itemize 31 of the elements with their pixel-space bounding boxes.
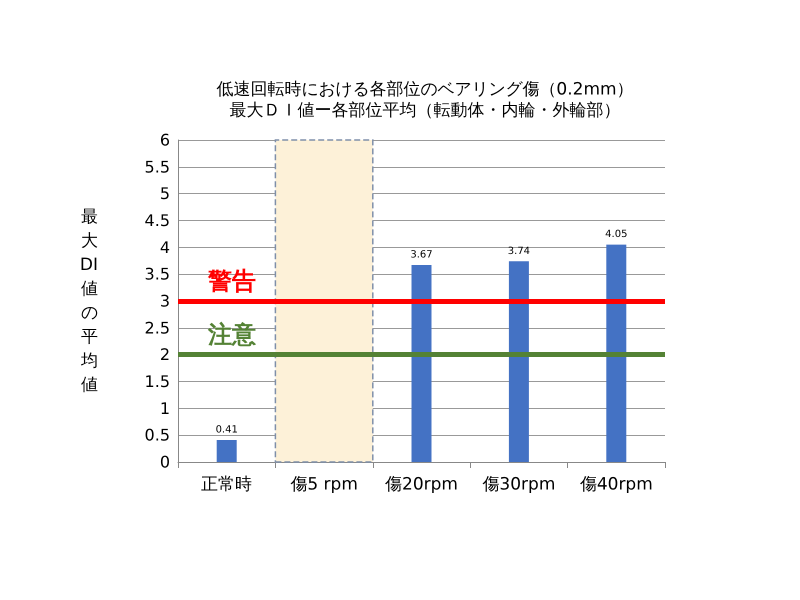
bar	[412, 265, 432, 462]
ref-line-label: 警告	[207, 267, 256, 295]
y-tick-label: 3.5	[144, 264, 170, 284]
y-tick-label: 0	[160, 452, 170, 472]
data-label: 0.41	[216, 424, 238, 436]
y-tick-label: 4	[160, 238, 170, 257]
y-tick-label: 2.5	[144, 318, 170, 338]
bar	[606, 244, 626, 462]
bar	[216, 440, 237, 462]
x-tick-label: 傷30rpm	[481, 474, 556, 494]
y-tick-label: 5	[160, 184, 170, 204]
chart-title: 低速回転時における各部位のベアリング傷（0.2mm）	[216, 80, 634, 100]
y-tick-label: 1.5	[144, 372, 170, 391]
y-tick-label: 2	[160, 345, 170, 364]
x-tick-label: 正常時	[201, 474, 252, 494]
y-tick-label: 6	[160, 130, 170, 150]
y-tick-label: 4.5	[144, 211, 170, 230]
chart-subtitle: 最大ＤＩ値ー各部位平均（転動体・内輪・外輪部）	[230, 100, 620, 120]
ref-line-label: 注意	[207, 320, 257, 349]
data-label: 3.74	[508, 246, 530, 257]
y-tick-label: 3	[160, 292, 170, 310]
x-tick-label: 傷20rpm	[384, 474, 458, 494]
y-tick-label: 0.5	[144, 426, 170, 445]
x-tick-label: 傷5 rpm	[289, 474, 358, 494]
data-label: 4.05	[605, 229, 628, 240]
y-axis-title: 最大DI値の平均値	[80, 207, 98, 395]
y-tick-label: 1	[160, 398, 170, 418]
x-tick-label: 傷40rpm	[578, 474, 653, 494]
data-label: 3.67	[410, 250, 433, 261]
bar	[508, 261, 529, 462]
y-tick-label: 5.5	[144, 157, 170, 176]
